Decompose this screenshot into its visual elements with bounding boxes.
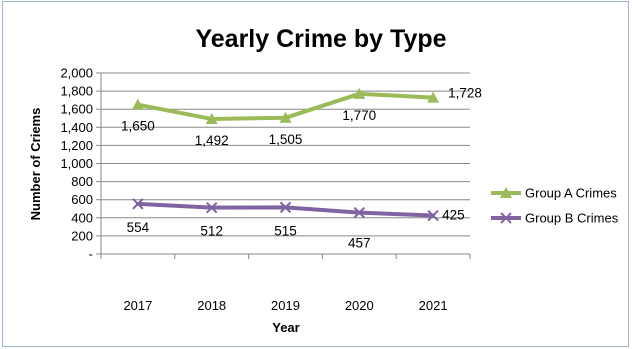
data-label: 457 bbox=[348, 236, 371, 251]
y-tick-label: 1,800 bbox=[60, 84, 93, 99]
data-point-marker bbox=[427, 91, 440, 103]
series-group: 1,650 1,492 1,505 1,770 1,728 554 512 515 457 425 bbox=[121, 86, 482, 251]
x-tick-label: 2017 bbox=[123, 298, 152, 313]
x-axis-title: Year bbox=[272, 320, 299, 335]
legend-item: Group B Crimes bbox=[491, 211, 619, 226]
data-point-marker bbox=[353, 87, 366, 99]
y-tick-label: 1,200 bbox=[60, 138, 93, 153]
y-axis-ticks: - 200 400 600 800 1,000 1,200 1,400 1,600 1,800 2,… bbox=[60, 66, 93, 262]
data-label: 515 bbox=[274, 223, 297, 238]
legend-label: Group B Crimes bbox=[525, 211, 619, 226]
series-group-a: 1,650 1,492 1,505 1,770 1,728 bbox=[121, 86, 482, 148]
data-point-marker bbox=[427, 209, 439, 222]
legend-marker bbox=[500, 187, 512, 198]
marker-stroke bbox=[205, 201, 218, 214]
y-tick-label: 200 bbox=[71, 228, 93, 243]
data-label: 554 bbox=[127, 220, 150, 235]
data-label: 512 bbox=[200, 224, 223, 239]
x-tick-label: 2021 bbox=[419, 298, 448, 313]
legend-marker bbox=[500, 212, 512, 224]
y-tick-label: 400 bbox=[71, 210, 93, 225]
marker-stroke bbox=[353, 206, 366, 219]
marker-stroke bbox=[132, 198, 144, 210]
data-point-marker bbox=[279, 201, 292, 214]
y-tick-label: 800 bbox=[71, 174, 93, 189]
data-label: 1,728 bbox=[448, 86, 482, 101]
data-point-marker bbox=[205, 201, 218, 214]
x-axis-ticks: 2017 2018 2019 2020 2021 bbox=[123, 298, 447, 313]
x-tick-label: 2019 bbox=[271, 298, 300, 313]
y-tick-label: 600 bbox=[71, 192, 93, 207]
y-tick-label: 1,600 bbox=[60, 102, 93, 117]
legend: Group A Crimes Group B Crimes bbox=[491, 186, 619, 226]
y-tick-label: 2,000 bbox=[60, 66, 93, 81]
marker-stroke bbox=[427, 209, 439, 222]
data-label: 1,650 bbox=[121, 119, 155, 134]
data-point-marker bbox=[353, 206, 366, 219]
y-tick-label: 1,000 bbox=[60, 156, 93, 171]
data-point-marker bbox=[279, 111, 292, 123]
legend-item: Group A Crimes bbox=[491, 186, 617, 201]
legend-label: Group A Crimes bbox=[525, 186, 617, 201]
series-group-b: 554 512 515 457 425 bbox=[127, 198, 465, 251]
y-tick-label: 1,400 bbox=[60, 120, 93, 135]
gridlines bbox=[96, 72, 470, 255]
chart-title: Yearly Crime by Type bbox=[195, 25, 446, 53]
x-tick-label: 2018 bbox=[197, 298, 226, 313]
data-label: 425 bbox=[442, 208, 465, 223]
data-label: 1,770 bbox=[342, 108, 376, 123]
y-tick-label: - bbox=[89, 247, 93, 262]
data-label: 1,492 bbox=[195, 133, 229, 148]
data-label: 1,505 bbox=[269, 132, 303, 147]
marker-stroke bbox=[279, 201, 292, 214]
data-point-marker bbox=[132, 198, 144, 210]
x-tick-label: 2020 bbox=[345, 298, 374, 313]
series-line bbox=[135, 201, 436, 218]
data-point-marker bbox=[205, 112, 218, 124]
y-axis-title: Number of Criems bbox=[28, 108, 43, 221]
axes bbox=[100, 73, 471, 259]
data-point-marker bbox=[131, 98, 144, 110]
